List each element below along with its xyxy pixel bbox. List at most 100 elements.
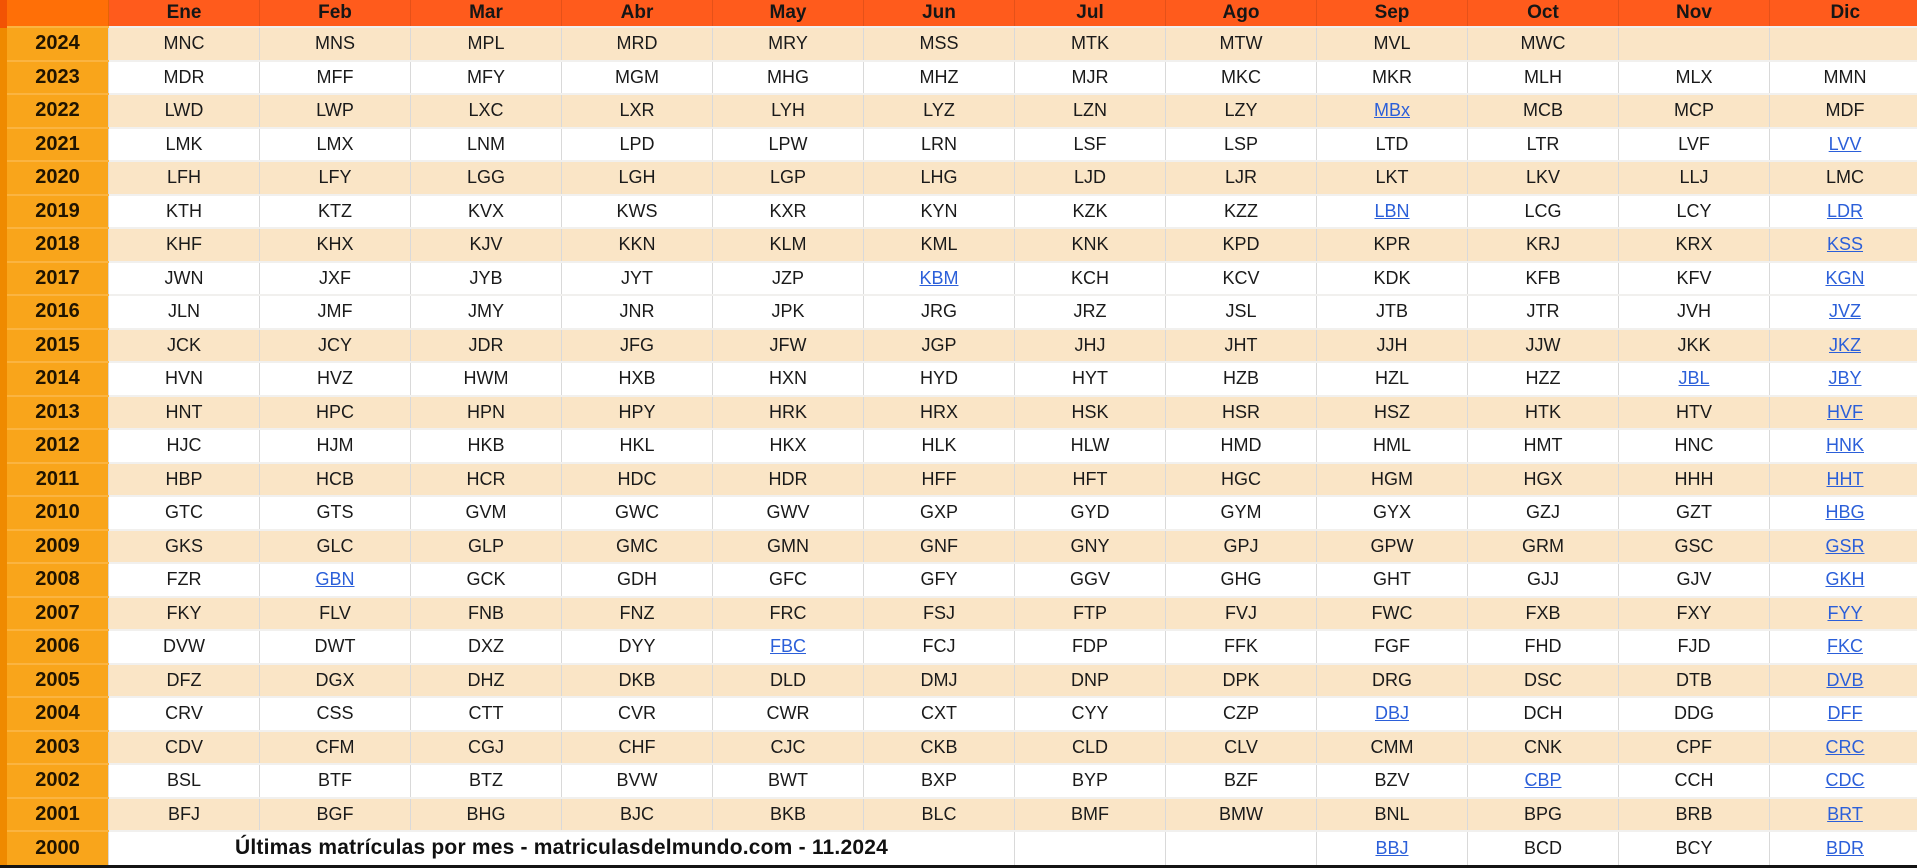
code-cell: LNM [410, 126, 562, 161]
code-cell: FKY [108, 595, 260, 630]
code-cell: MTW [1165, 26, 1317, 61]
code-link-LBN[interactable]: LBN [1374, 200, 1410, 221]
code-cell: BZF [1165, 763, 1317, 798]
code-link-DVB[interactable]: DVB [1826, 669, 1864, 690]
code-link-GSR[interactable]: GSR [1825, 535, 1865, 556]
code-cell: HKL [561, 428, 713, 463]
code-cell: MJR [1014, 59, 1166, 94]
code-cell: KML [863, 227, 1015, 262]
code-cell: HTV [1618, 394, 1770, 429]
code-cell: JFG [561, 327, 713, 362]
code-link-JKZ[interactable]: JKZ [1828, 334, 1861, 355]
code-cell: HVF [1769, 394, 1917, 429]
code-cell: FBC [712, 629, 864, 664]
code-cell: BPG [1467, 796, 1619, 831]
code-cell: JRG [863, 294, 1015, 329]
code-cell: GZJ [1467, 495, 1619, 530]
code-cell: HHH [1618, 461, 1770, 496]
code-cell: MFY [410, 59, 562, 94]
code-cell: JMF [259, 294, 411, 329]
code-link-GBN[interactable]: GBN [315, 569, 355, 590]
code-cell: HNK [1769, 428, 1917, 463]
code-link-CDC[interactable]: CDC [1825, 770, 1865, 791]
code-link-DBJ[interactable]: DBJ [1374, 703, 1409, 724]
code-cell: BSL [108, 763, 260, 798]
code-link-KGN[interactable]: KGN [1825, 267, 1865, 288]
code-cell: HDC [561, 461, 713, 496]
code-link-JBL[interactable]: JBL [1678, 368, 1710, 389]
code-cell: HMT [1467, 428, 1619, 463]
code-cell: JDR [410, 327, 562, 362]
code-cell: FNB [410, 595, 562, 630]
code-cell: LKV [1467, 160, 1619, 195]
code-cell: CJC [712, 729, 864, 764]
code-cell: JPK [712, 294, 864, 329]
code-cell: BWT [712, 763, 864, 798]
code-link-BDR[interactable]: BDR [1825, 837, 1864, 858]
code-cell: GVM [410, 495, 562, 530]
code-link-MBx[interactable]: MBx [1374, 100, 1410, 121]
code-link-DFF[interactable]: DFF [1827, 703, 1863, 724]
code-cell: MNS [259, 26, 411, 61]
code-cell: KTH [108, 193, 260, 228]
code-cell: DGX [259, 662, 411, 697]
code-cell: FYY [1769, 595, 1917, 630]
code-cell: GPJ [1165, 528, 1317, 563]
code-link-CRC[interactable]: CRC [1825, 736, 1865, 757]
code-cell: HRK [712, 394, 864, 429]
code-cell: LGP [712, 160, 864, 195]
code-cell: LKT [1316, 160, 1468, 195]
code-cell: GXP [863, 495, 1015, 530]
code-cell: BXP [863, 763, 1015, 798]
code-cell: BZV [1316, 763, 1468, 798]
year-label-2015: 2015 [0, 327, 109, 362]
code-cell: HFT [1014, 461, 1166, 496]
code-cell: LCG [1467, 193, 1619, 228]
code-link-BRT[interactable]: BRT [1827, 803, 1863, 824]
year-label-2004: 2004 [0, 696, 109, 731]
code-cell: DVB [1769, 662, 1917, 697]
code-link-GKH[interactable]: GKH [1825, 569, 1865, 590]
code-cell: MTK [1014, 26, 1166, 61]
code-link-JBY[interactable]: JBY [1828, 368, 1862, 389]
code-cell: HNC [1618, 428, 1770, 463]
code-cell: FDP [1014, 629, 1166, 664]
code-cell: HHT [1769, 461, 1917, 496]
code-cell: GTC [108, 495, 260, 530]
code-cell: JJW [1467, 327, 1619, 362]
year-label-2005: 2005 [0, 662, 109, 697]
month-header-dic: Dic [1769, 0, 1917, 27]
code-link-CBP[interactable]: CBP [1524, 770, 1562, 791]
code-cell: KJV [410, 227, 562, 262]
code-cell: JBL [1618, 361, 1770, 396]
code-cell: BLC [863, 796, 1015, 831]
code-cell: HLW [1014, 428, 1166, 463]
code-link-HHT[interactable]: HHT [1826, 468, 1864, 489]
code-link-FYY[interactable]: FYY [1827, 602, 1863, 623]
code-cell: BCY [1618, 830, 1770, 865]
code-link-HNK[interactable]: HNK [1825, 435, 1864, 456]
code-link-HBG[interactable]: HBG [1825, 502, 1865, 523]
code-link-FBC[interactable]: FBC [770, 636, 806, 657]
code-cell: MGM [561, 59, 713, 94]
code-link-KBM[interactable]: KBM [919, 267, 959, 288]
code-cell: CDV [108, 729, 260, 764]
code-link-KSS[interactable]: KSS [1826, 234, 1864, 255]
code-link-LVV[interactable]: LVV [1828, 133, 1862, 154]
code-link-HVF[interactable]: HVF [1827, 401, 1863, 422]
code-cell: BRT [1769, 796, 1917, 831]
code-cell: HVZ [259, 361, 411, 396]
code-cell: DVW [108, 629, 260, 664]
code-cell: FLV [259, 595, 411, 630]
code-link-FKC[interactable]: FKC [1827, 636, 1863, 657]
code-link-JVZ[interactable]: JVZ [1828, 301, 1861, 322]
code-cell: GKS [108, 528, 260, 563]
code-cell: CLV [1165, 729, 1317, 764]
year-label-2003: 2003 [0, 729, 109, 764]
code-cell: BTZ [410, 763, 562, 798]
code-link-BBJ[interactable]: BBJ [1375, 837, 1409, 858]
code-link-LDR[interactable]: LDR [1826, 200, 1863, 221]
code-cell: DDG [1618, 696, 1770, 731]
table-row-2003: 2003 CDV CFM CGJ CHF CJC CKB CLD CLV CMM CNK CPF CRC [0, 729, 1917, 764]
